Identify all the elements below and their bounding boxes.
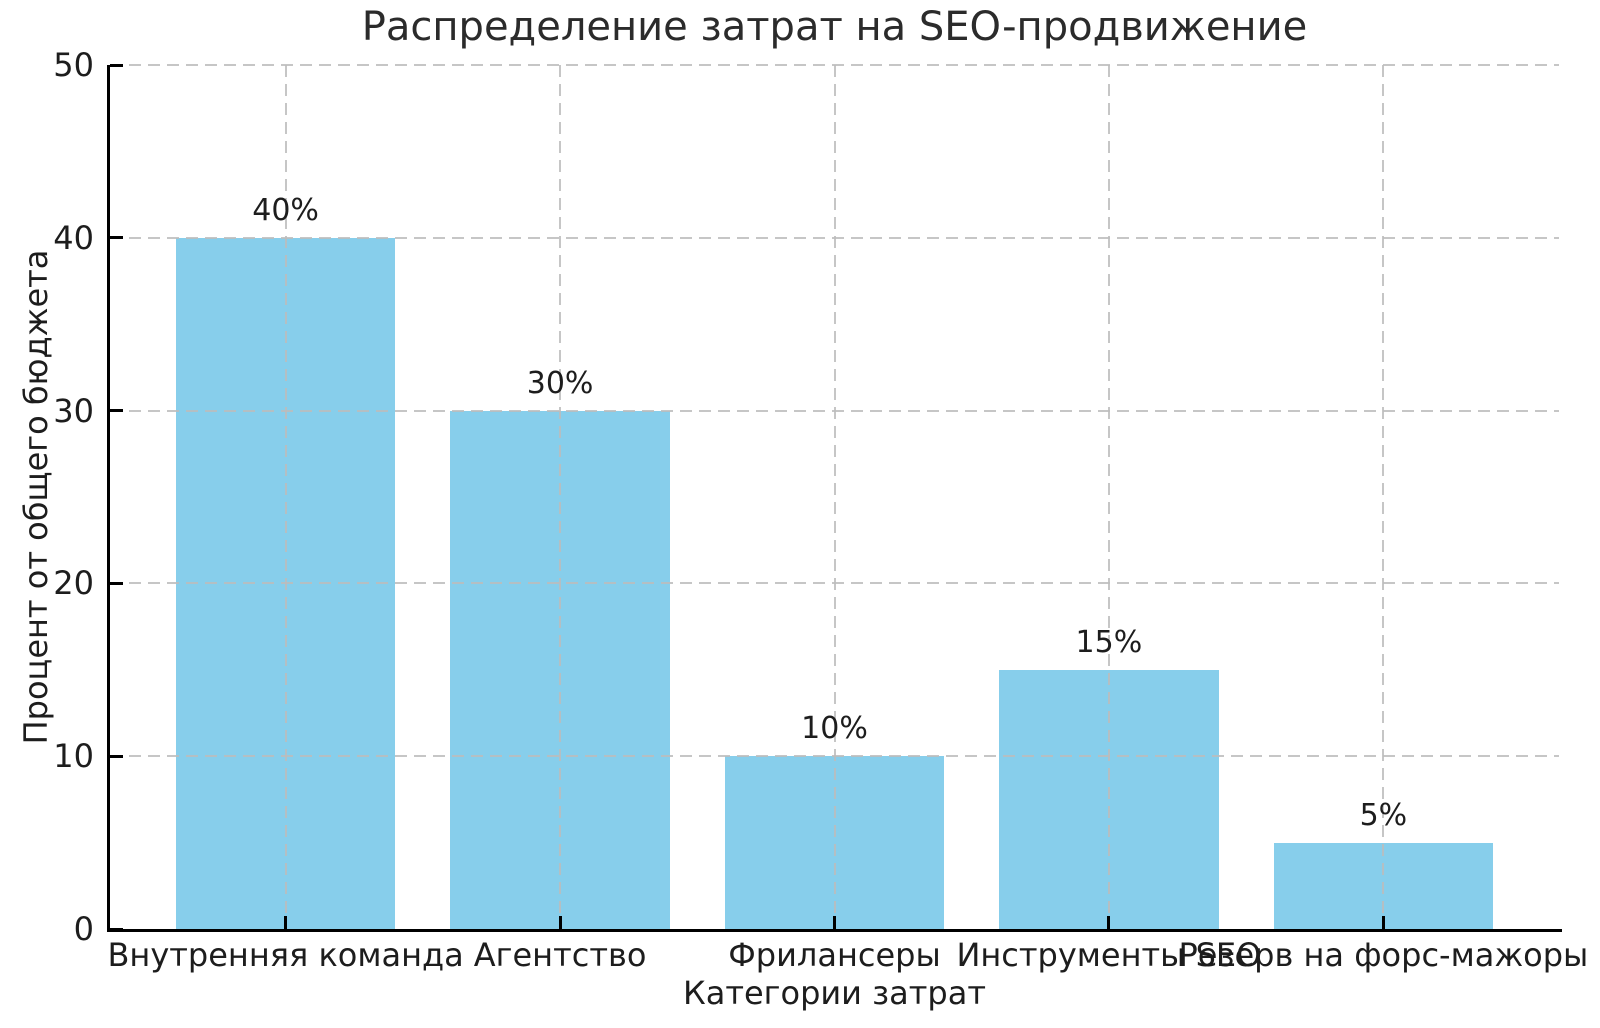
bar-value-label: 10% (801, 711, 868, 747)
y-axis-spine (107, 65, 110, 932)
x-tick-mark (1381, 916, 1385, 929)
y-tick-label: 0 (73, 910, 94, 948)
bar-value-label: 30% (526, 365, 594, 401)
y-tick-mark (110, 927, 123, 931)
y-tick-label: 10 (53, 737, 94, 776)
y-tick-mark (110, 409, 123, 413)
x-tick-label: Инструменты SEO (956, 936, 1262, 974)
y-tick-mark (110, 63, 123, 67)
x-tick-mark (833, 916, 836, 929)
y-tick-label: 50 (53, 46, 94, 84)
v-gridline (284, 65, 287, 929)
bar-value-label: 40% (252, 192, 319, 228)
x-tick-label: Агентство (473, 936, 647, 974)
x-tick-mark (1107, 916, 1111, 929)
v-gridline (1107, 65, 1110, 929)
y-tick-label: 30 (53, 391, 94, 430)
y-tick-mark (110, 754, 123, 758)
x-tick-label: Фрилансеры (728, 936, 941, 974)
x-axis-label: Категории затрат (683, 974, 986, 1012)
x-tick-mark (558, 916, 562, 929)
x-tick-label: Внутренняя команда (107, 936, 464, 974)
y-tick-mark (110, 236, 123, 240)
v-gridline (1382, 65, 1385, 929)
x-tick-mark (284, 916, 288, 929)
chart-title: Распределение затрат на SEO-продвижение (361, 4, 1308, 50)
bar-value-label: 5% (1359, 797, 1408, 833)
y-tick-mark (110, 581, 123, 585)
y-tick-label: 40 (53, 218, 94, 257)
v-gridline (833, 65, 836, 929)
x-axis-spine (107, 929, 1562, 932)
bar-value-label: 15% (1075, 624, 1143, 660)
y-tick-label: 20 (53, 564, 94, 603)
y-axis-label: Процент от общего бюджета (17, 249, 55, 745)
x-tick-label: Резерв на форс-мажоры (1178, 936, 1589, 974)
v-gridline (559, 65, 562, 929)
